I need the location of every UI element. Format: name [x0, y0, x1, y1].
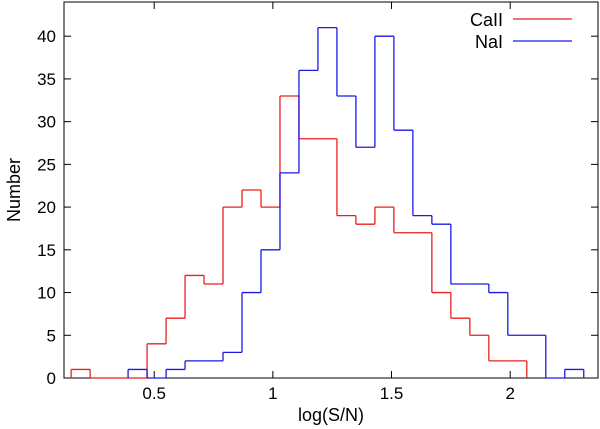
y-tick-label: 20 [37, 198, 56, 217]
series-layer [70, 26, 585, 379]
legend: CaII NaI [470, 10, 572, 52]
y-axis-label: Number [4, 158, 24, 222]
y-tick-label: 40 [37, 27, 56, 46]
x-axis-label: log(S/N) [298, 405, 364, 425]
y-tick-label: 30 [37, 113, 56, 132]
axis-ticks [64, 2, 598, 379]
y-tick-label: 25 [37, 155, 56, 174]
legend-label-caii: CaII [470, 10, 503, 30]
x-tick-label: 0.5 [142, 384, 166, 403]
series-caii [70, 95, 528, 379]
y-tick-label: 35 [37, 70, 56, 89]
series-nai [127, 26, 585, 379]
plot-frame [63, 1, 599, 379]
y-tick-label: 10 [37, 284, 56, 303]
legend-label-nai: NaI [475, 32, 503, 52]
y-tick-label: 5 [47, 326, 56, 345]
x-tick-label: 2 [505, 384, 514, 403]
x-tick-label: 1 [268, 384, 277, 403]
y-tick-label: 0 [47, 369, 56, 388]
x-tick-label: 1.5 [380, 384, 404, 403]
y-tick-label: 15 [37, 241, 56, 260]
